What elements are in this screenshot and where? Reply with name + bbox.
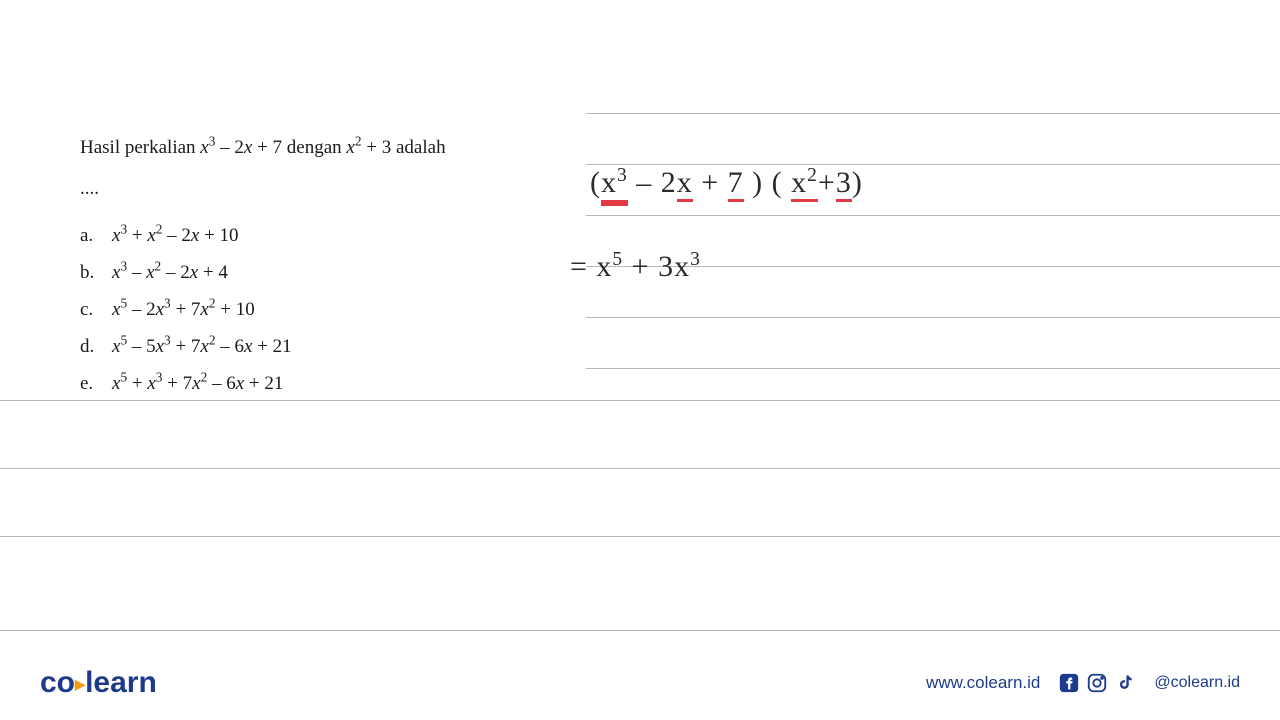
question-text: Hasil perkalian x3 – 2x + 7 dengan x2 + … xyxy=(80,130,540,166)
option-d: d. x5 – 5x3 + 7x2 – 6x + 21 xyxy=(80,328,540,365)
social-icons xyxy=(1058,672,1136,694)
question-ellipsis: .... xyxy=(80,171,540,207)
logo-separator-icon: ▸ xyxy=(75,674,85,696)
content-area: Hasil perkalian x3 – 2x + 7 dengan x2 + … xyxy=(0,0,1280,650)
footer: co▸learn www.colearn.id @colearn.id xyxy=(0,666,1280,700)
option-expr: x3 – x2 – 2x + 4 xyxy=(112,254,228,291)
option-expr: x5 + x3 + 7x2 – 6x + 21 xyxy=(112,365,283,402)
option-letter: c. xyxy=(80,291,98,328)
website-text: www.colearn.id xyxy=(926,673,1040,693)
option-expr: x5 – 2x3 + 7x2 + 10 xyxy=(112,291,255,328)
facebook-icon xyxy=(1058,672,1080,694)
option-letter: e. xyxy=(80,365,98,402)
logo: co▸learn xyxy=(40,666,157,700)
ruled-line xyxy=(586,368,1280,369)
handwritten-line-2: = x5 + 3x3 xyxy=(570,249,1150,285)
logo-learn: learn xyxy=(85,666,157,699)
q-prompt1: Hasil perkalian xyxy=(80,137,200,158)
option-expr: x5 – 5x3 + 7x2 – 6x + 21 xyxy=(112,328,292,365)
option-letter: b. xyxy=(80,254,98,291)
option-c: c. x5 – 2x3 + 7x2 + 10 xyxy=(80,291,540,328)
q-e2-end: + 3 xyxy=(362,137,392,158)
handwritten-line-1: (x3 – 2x + 7 ) ( x2+3) xyxy=(590,165,1150,201)
social-handle: @colearn.id xyxy=(1154,674,1240,692)
q-e1-mid: – 2 xyxy=(215,137,244,158)
q-prompt3: adalah xyxy=(391,137,445,158)
ruled-line xyxy=(0,468,1280,469)
options-list: a. x3 + x2 – 2x + 10 b. x3 – x2 – 2x + 4… xyxy=(80,217,540,402)
option-e: e. x5 + x3 + 7x2 – 6x + 21 xyxy=(80,365,540,402)
instagram-icon xyxy=(1086,672,1108,694)
tiktok-icon xyxy=(1114,672,1136,694)
option-letter: d. xyxy=(80,328,98,365)
logo-co: co xyxy=(40,666,75,699)
option-letter: a. xyxy=(80,217,98,254)
footer-right: www.colearn.id @colearn.id xyxy=(926,672,1240,694)
ruled-line xyxy=(586,113,1280,114)
handwriting-area: (x3 – 2x + 7 ) ( x2+3) = x5 + 3x3 xyxy=(590,165,1150,285)
option-a: a. x3 + x2 – 2x + 10 xyxy=(80,217,540,254)
option-expr: x3 + x2 – 2x + 10 xyxy=(112,217,239,254)
ruled-line xyxy=(586,317,1280,318)
q-e1-end: + 7 xyxy=(252,137,282,158)
q-e1-b1: x xyxy=(200,137,208,158)
ruled-line xyxy=(0,536,1280,537)
q-e2-b: x xyxy=(346,137,354,158)
option-b: b. x3 – x2 – 2x + 4 xyxy=(80,254,540,291)
question-panel: Hasil perkalian x3 – 2x + 7 dengan x2 + … xyxy=(80,130,540,402)
q-e2-exp: 2 xyxy=(355,134,362,149)
ruled-line xyxy=(0,630,1280,631)
q-prompt2: dengan xyxy=(282,137,346,158)
